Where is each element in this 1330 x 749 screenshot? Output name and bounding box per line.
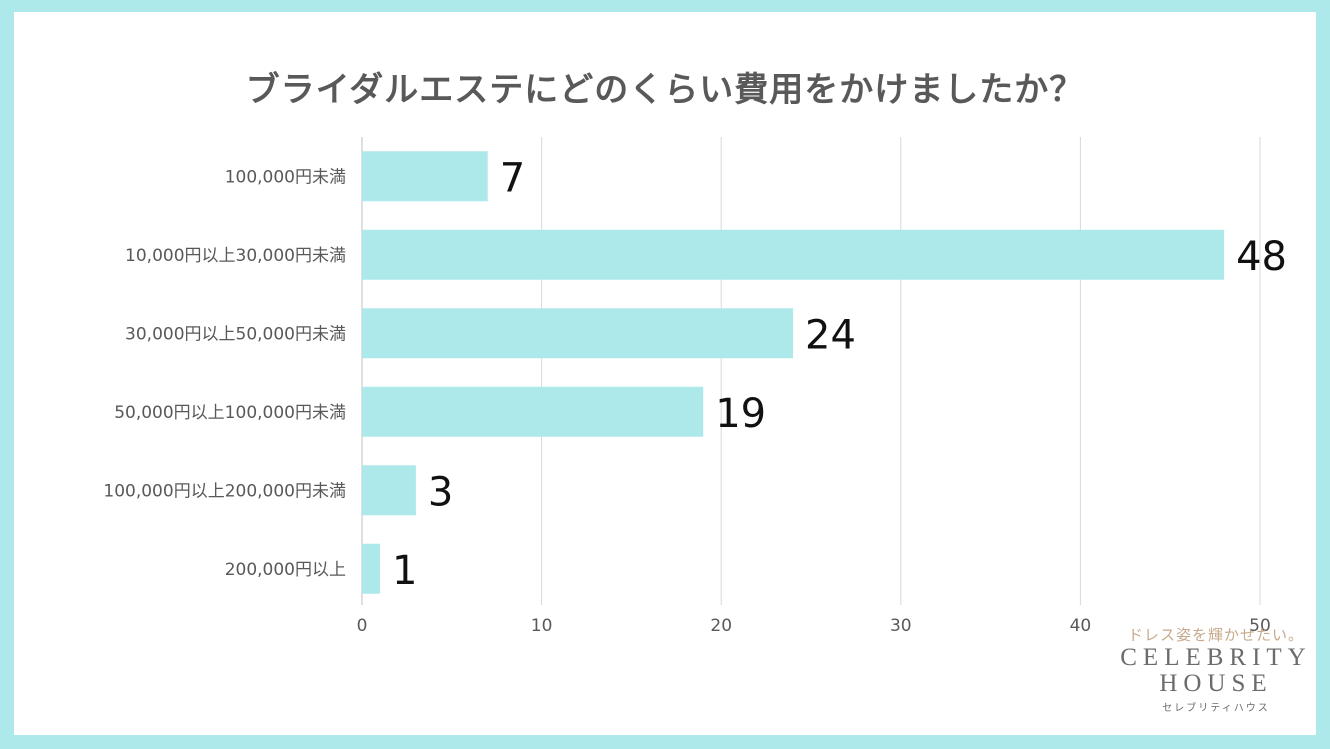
x-tick-label: 50 <box>1249 616 1271 636</box>
x-tick-label: 10 <box>531 616 553 636</box>
bar <box>362 386 704 437</box>
category-label: 10,000円以上30,000円未満 <box>125 246 346 266</box>
logo-tagline: ドレス姿を輝かせたい。 <box>1127 626 1304 644</box>
category-label: 50,000円以上100,000円未満 <box>114 403 346 423</box>
data-label: 48 <box>1236 234 1287 280</box>
x-tick-label: 30 <box>890 616 912 636</box>
bar <box>362 465 416 516</box>
x-tick-label: 0 <box>357 616 368 636</box>
category-label: 100,000円未満 <box>225 167 346 187</box>
data-label: 7 <box>500 155 525 201</box>
bar <box>362 543 380 594</box>
data-label: 24 <box>805 312 856 358</box>
bar <box>362 308 794 359</box>
brand-logo: ドレス姿を輝かせたい。 CELEBRITY HOUSE セレブリティハウス <box>1116 624 1316 714</box>
data-label: 3 <box>428 469 453 515</box>
logo-line-1: CELEBRITY <box>1120 644 1312 671</box>
bar <box>362 229 1225 280</box>
bar-chart: 0 10 20 30 40 50 100,000円未満 7 10,000円以上30,000円未満… <box>103 137 1287 636</box>
category-label: 200,000円以上 <box>225 560 346 580</box>
category-label: 100,000円以上200,000円未満 <box>103 481 346 501</box>
data-label: 19 <box>715 391 766 437</box>
x-tick-label: 40 <box>1070 616 1092 636</box>
chart-card: ブライダルエステにどのくらい費用をかけましたか？ 0 10 20 30 40 50 100,… <box>14 12 1316 735</box>
category-label: 30,000円以上50,000円未満 <box>125 324 346 344</box>
chart-title: ブライダルエステにどのくらい費用をかけましたか？ <box>245 70 1085 110</box>
bar <box>362 151 488 202</box>
data-label: 1 <box>392 548 417 594</box>
logo-line-2: HOUSE <box>1159 670 1273 697</box>
x-tick-label: 20 <box>710 616 732 636</box>
logo-kana: セレブリティハウス <box>1162 703 1270 714</box>
